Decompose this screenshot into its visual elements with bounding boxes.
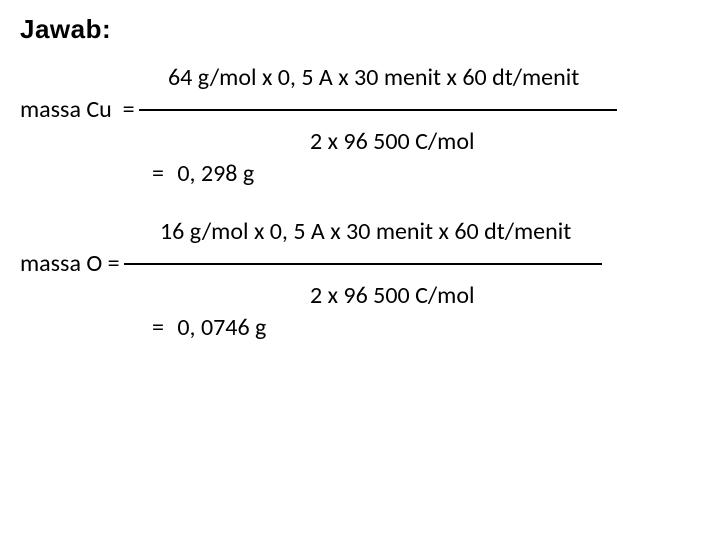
o-fraction-line (124, 263, 602, 265)
cu-fraction-line (139, 109, 617, 111)
o-denominator: 2 x 96 500 C/mol (310, 281, 700, 311)
o-lhs-row: massa O = (20, 249, 700, 279)
cu-numerator: 64 g/mol x 0, 5 A x 30 menit x 60 dt/men… (168, 63, 700, 93)
cu-lhs: massa Cu = (20, 95, 135, 125)
o-numerator: 16 g/mol x 0, 5 A x 30 menit x 60 dt/men… (160, 217, 700, 247)
cu-lhs-row: massa Cu = (20, 95, 700, 125)
cu-result-value: 0, 298 g (177, 159, 254, 188)
cu-denominator: 2 x 96 500 C/mol (310, 127, 700, 157)
calc-block-o: 16 g/mol x 0, 5 A x 30 menit x 60 dt/men… (20, 217, 700, 343)
o-result-eq: = (152, 313, 164, 342)
page: Jawab: 64 g/mol x 0, 5 A x 30 menit x 60… (0, 0, 720, 385)
o-lhs: massa O = (20, 249, 120, 279)
o-result: = 0, 0746 g (152, 313, 700, 343)
cu-result-eq: = (152, 159, 164, 188)
calc-block-cu: 64 g/mol x 0, 5 A x 30 menit x 60 dt/men… (20, 63, 700, 189)
heading-jawab: Jawab: (20, 14, 700, 45)
cu-result: = 0, 298 g (152, 159, 700, 189)
o-result-value: 0, 0746 g (177, 313, 266, 342)
